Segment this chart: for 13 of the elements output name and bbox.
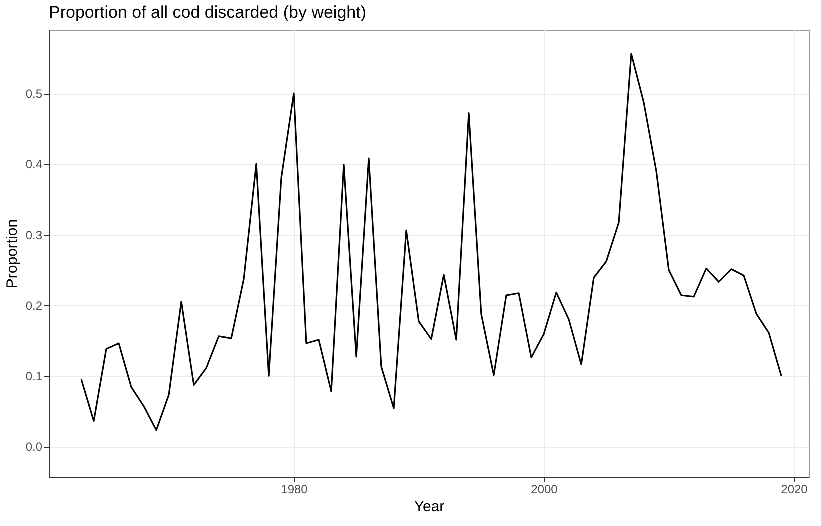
x-tick-label: 2000 [531,482,558,496]
x-tick-label: 1980 [281,482,308,496]
y-tick-label: 0.2 [26,298,43,313]
chart-title: Proportion of all cod discarded (by weight) [49,3,366,22]
y-tick-label: 0.5 [26,87,43,102]
y-tick-label: 0.1 [26,370,43,384]
y-tick-label: 0.3 [26,228,43,242]
x-tick-label: 2020 [781,482,808,496]
line-series [80,53,782,432]
y-tick-label: 0.0 [26,440,43,454]
y-tick-label: 0.4 [26,158,43,172]
y-axis-title: Proportion [4,219,21,289]
x-axis-title: Year [414,498,445,516]
